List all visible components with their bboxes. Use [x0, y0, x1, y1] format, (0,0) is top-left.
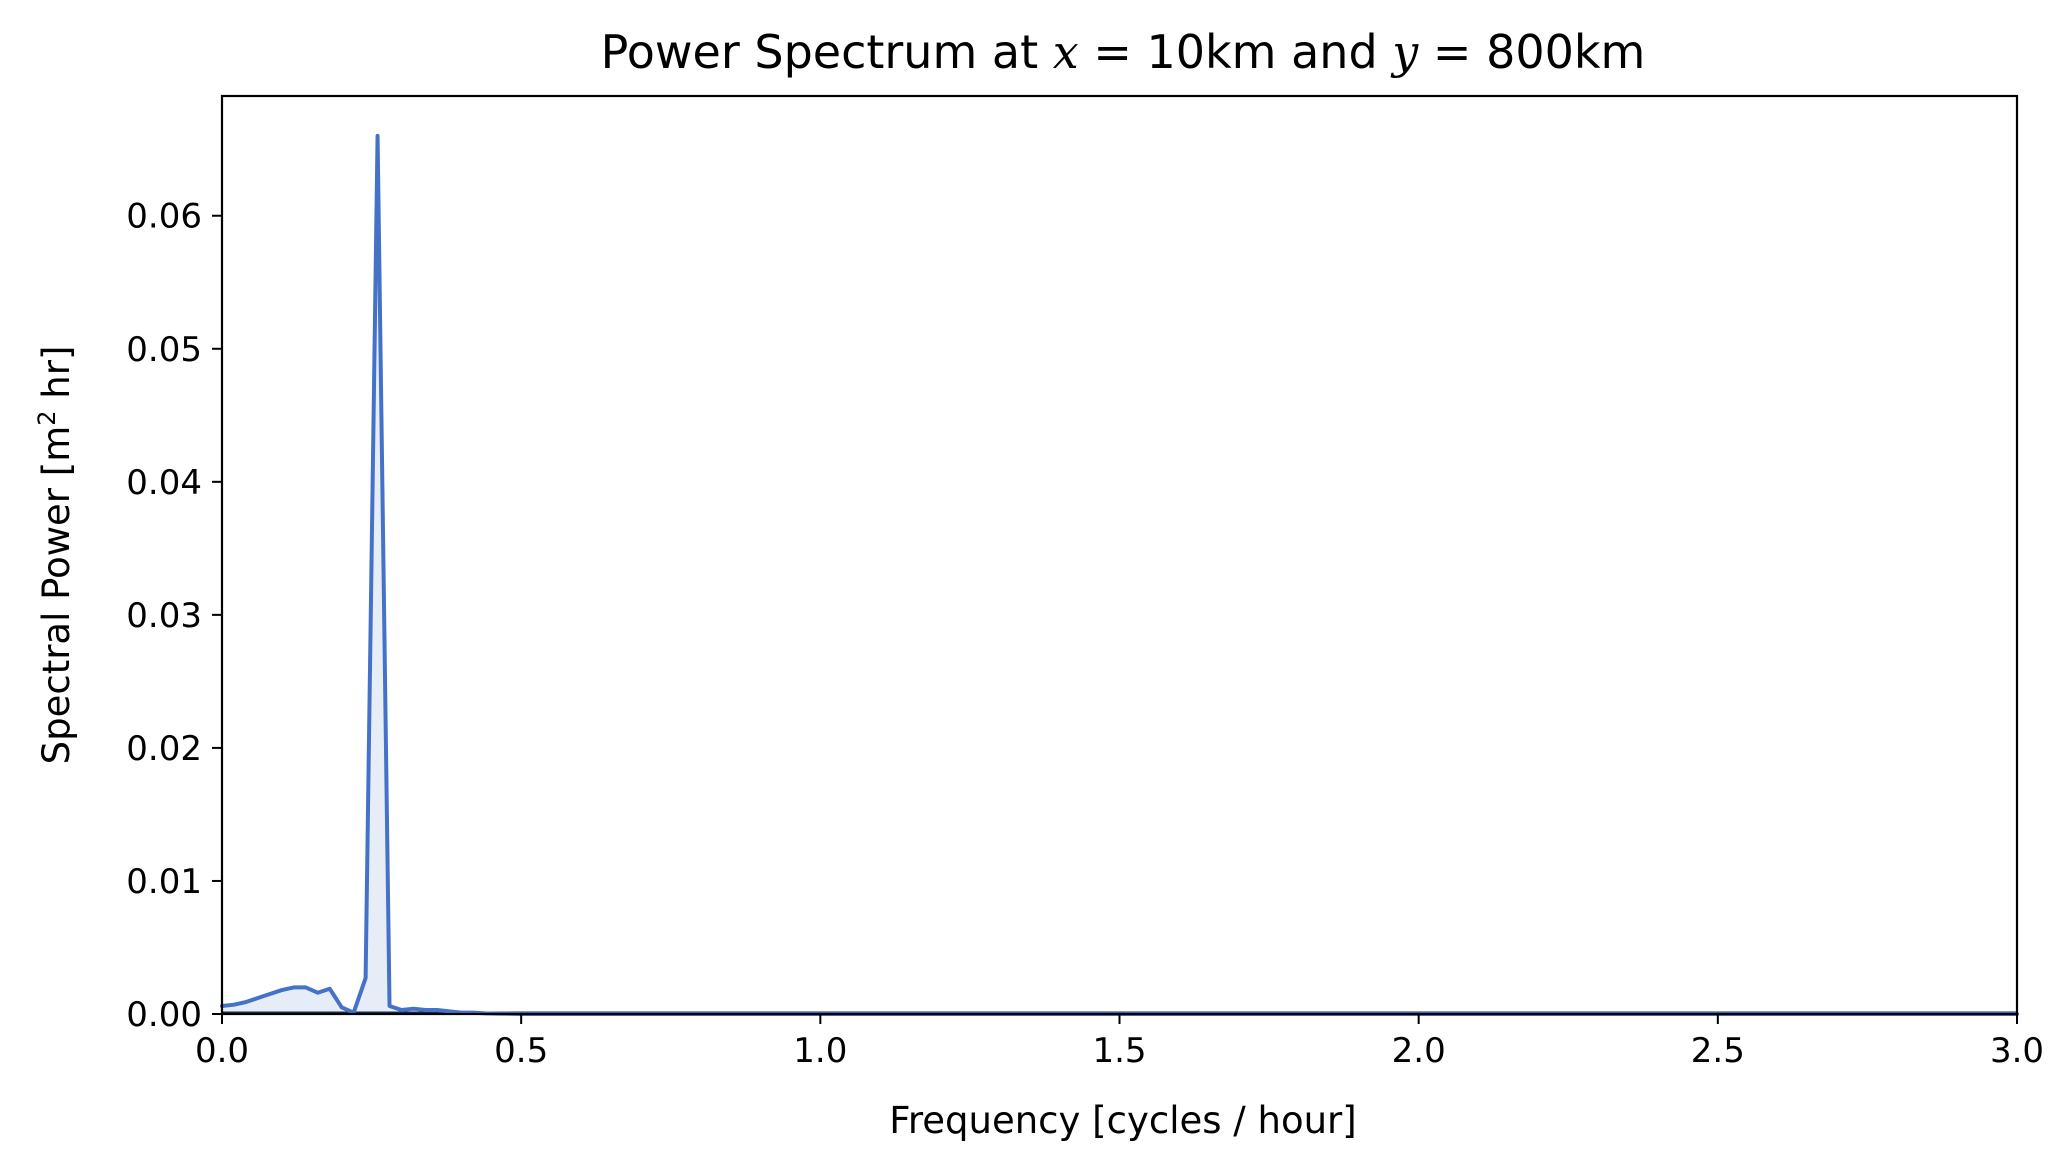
y-tick-label: 0.03: [126, 596, 202, 636]
y-axis-ticks: 0.00 0.01 0.02 0.03 0.04 0.05 0.06: [126, 197, 222, 1035]
title-var-x: x: [1053, 25, 1079, 79]
chart-title: Power Spectrum at x = 10km and y = 800km: [601, 25, 1646, 79]
x-tick-label: 0.5: [494, 1031, 548, 1071]
y-axis-label-prefix: Spectral Power [m: [35, 426, 78, 765]
y-tick-label: 0.04: [126, 463, 202, 503]
x-tick-label: 2.5: [1691, 1031, 1745, 1071]
title-prefix: Power Spectrum at: [601, 25, 1053, 79]
y-tick-label: 0.01: [126, 862, 202, 902]
x-tick-label: 1.0: [793, 1031, 847, 1071]
title-value-y: 800km: [1486, 25, 1645, 79]
x-tick-label: 1.5: [1092, 1031, 1146, 1071]
y-axis-label-suffix: hr]: [35, 346, 78, 411]
y-tick-label: 0.06: [126, 197, 202, 237]
y-tick-label: 0.00: [126, 995, 202, 1035]
y-axis-label: Spectral Power [m2 hr]: [33, 346, 78, 765]
y-tick-label: 0.05: [126, 330, 202, 370]
series-line: [220, 133, 2019, 1016]
title-middle: and: [1276, 25, 1392, 79]
x-tick-label: 3.0: [1990, 1031, 2044, 1071]
title-value-x: 10km: [1147, 25, 1277, 79]
x-tick-label: 0.0: [195, 1031, 249, 1071]
plot-area: [220, 133, 2019, 1016]
axes-frame: [220, 94, 2019, 1016]
y-axis-label-superscript: 2: [33, 410, 61, 425]
x-tick-label: 2.0: [1392, 1031, 1446, 1071]
title-eq-2: =: [1418, 25, 1486, 79]
title-eq-1: =: [1079, 25, 1147, 79]
series-area-fill: [222, 135, 2017, 1014]
x-axis-ticks: 0.0 0.5 1.0 1.5 2.0 2.5 3.0: [195, 1014, 2044, 1071]
title-var-y: y: [1390, 25, 1419, 79]
x-axis-label: Frequency [cycles / hour]: [889, 1099, 1356, 1142]
y-tick-label: 0.02: [126, 729, 202, 769]
